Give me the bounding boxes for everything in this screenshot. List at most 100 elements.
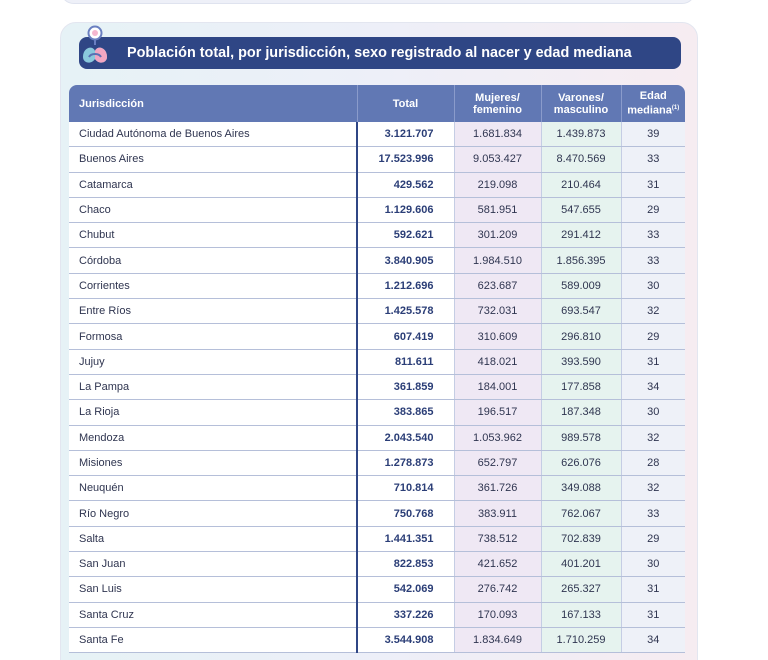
header-total: Total [357,85,455,122]
cell-total: 822.853 [357,551,455,578]
cell-edad: 31 [621,576,685,603]
cell-total: 1.212.696 [357,273,455,300]
cell-edad: 30 [621,273,685,300]
cell-jurisdiccion: San Juan [69,551,358,578]
cell-total: 3.840.905 [357,247,455,274]
cell-mujeres: 418.021 [454,349,542,375]
cell-edad: 33 [621,146,685,173]
cell-jurisdiccion: Córdoba [69,247,358,274]
cell-total: 710.814 [357,475,455,502]
cell-total: 337.226 [357,602,455,628]
table-row: Jujuy 811.611 418.021 393.590 31 [69,349,685,375]
cell-edad: 32 [621,298,685,325]
population-table-wrapper: Jurisdicción Total Mujeres/ femenino Var… [69,85,685,654]
cell-total: 383.865 [357,399,455,426]
cell-edad: 29 [621,197,685,224]
header-edad-line1: Edad [639,90,667,103]
table-row: San Luis 542.069 276.742 265.327 31 [69,576,685,603]
cell-varones: 693.547 [541,298,622,325]
cell-mujeres: 219.098 [454,172,542,198]
cell-mujeres: 1.984.510 [454,247,542,274]
cell-varones: 177.858 [541,374,622,401]
header-varones-line1: Varones/ [558,91,604,104]
cell-jurisdiccion: Corrientes [69,273,358,300]
cell-varones: 265.327 [541,576,622,603]
cell-edad: 30 [621,399,685,426]
header-varones: Varones/ masculino [541,85,622,122]
cell-mujeres: 196.517 [454,399,542,426]
cell-jurisdiccion: Buenos Aires [69,146,358,173]
table-row: Santa Fe 3.544.908 1.834.649 1.710.259 34 [69,627,685,654]
table-title: Población total, por jurisdicción, sexo … [79,37,681,69]
cell-total: 750.768 [357,500,455,527]
cell-varones: 547.655 [541,197,622,224]
cell-mujeres: 421.652 [454,551,542,578]
cell-varones: 1.439.873 [541,122,622,148]
cell-edad: 33 [621,247,685,274]
cell-varones: 1.710.259 [541,627,622,654]
cell-jurisdiccion: Santa Fe [69,627,358,654]
cell-edad: 31 [621,349,685,375]
cell-jurisdiccion: Salta [69,526,358,553]
cell-total: 2.043.540 [357,425,455,451]
cell-edad: 32 [621,475,685,502]
population-table: Jurisdicción Total Mujeres/ femenino Var… [69,85,685,654]
cell-total: 3.544.908 [357,627,455,654]
table-header-row: Jurisdicción Total Mujeres/ femenino Var… [69,85,685,122]
cell-mujeres: 581.951 [454,197,542,224]
cell-jurisdiccion: Ciudad Autónoma de Buenos Aires [69,122,358,148]
table-row: Buenos Aires 17.523.996 9.053.427 8.470.569… [69,146,685,173]
cell-varones: 291.412 [541,222,622,249]
table-row: Chubut 592.621 301.209 291.412 33 [69,222,685,249]
cell-mujeres: 652.797 [454,450,542,477]
census-logo-icon [83,25,107,63]
table-row: Mendoza 2.043.540 1.053.962 989.578 32 [69,425,685,451]
cell-varones: 296.810 [541,323,622,350]
table-row: Ciudad Autónoma de Buenos Aires 3.121.707… [69,122,685,148]
table-row: Misiones 1.278.873 652.797 626.076 28 [69,450,685,477]
cell-edad: 34 [621,374,685,401]
header-varones-line2: masculino [553,103,609,116]
cell-jurisdiccion: La Rioja [69,399,358,426]
cell-varones: 702.839 [541,526,622,553]
header-edad: Edad mediana(1) [621,85,685,122]
table-row: Entre Ríos 1.425.578 732.031 693.547 32 [69,298,685,325]
cell-jurisdiccion: San Luis [69,576,358,603]
header-jurisdiccion: Jurisdicción [69,85,358,122]
cell-edad: 29 [621,323,685,350]
cell-jurisdiccion: Neuquén [69,475,358,502]
cell-jurisdiccion: Mendoza [69,425,358,451]
cell-mujeres: 623.687 [454,273,542,300]
cell-varones: 626.076 [541,450,622,477]
cell-edad: 31 [621,602,685,628]
cell-edad: 31 [621,172,685,198]
cell-total: 1.129.606 [357,197,455,224]
cell-total: 592.621 [357,222,455,249]
cell-total: 429.562 [357,172,455,198]
table-body: Ciudad Autónoma de Buenos Aires 3.121.707… [69,122,685,654]
cell-total: 542.069 [357,576,455,603]
table-row: Río Negro 750.768 383.911 762.067 33 [69,500,685,527]
cell-mujeres: 1.834.649 [454,627,542,654]
cell-mujeres: 1.681.834 [454,122,542,148]
cell-edad: 34 [621,627,685,654]
cell-mujeres: 310.609 [454,323,542,350]
header-mujeres-line1: Mujeres/ [475,91,520,104]
table-row: Córdoba 3.840.905 1.984.510 1.856.395 33 [69,247,685,274]
cell-varones: 589.009 [541,273,622,300]
table-row: Catamarca 429.562 219.098 210.464 31 [69,172,685,198]
cell-mujeres: 170.093 [454,602,542,628]
table-row: Chaco 1.129.606 581.951 547.655 29 [69,197,685,224]
cell-edad: 28 [621,450,685,477]
header-edad-line2: mediana [627,104,672,117]
header-mujeres: Mujeres/ femenino [454,85,542,122]
cell-jurisdiccion: Catamarca [69,172,358,198]
cell-jurisdiccion: Chaco [69,197,358,224]
cell-edad: 33 [621,222,685,249]
cell-edad: 32 [621,425,685,451]
table-row: Neuquén 710.814 361.726 349.088 32 [69,475,685,502]
cell-jurisdiccion: Río Negro [69,500,358,527]
header-mujeres-line2: femenino [473,103,522,116]
cell-varones: 401.201 [541,551,622,578]
cell-mujeres: 1.053.962 [454,425,542,451]
